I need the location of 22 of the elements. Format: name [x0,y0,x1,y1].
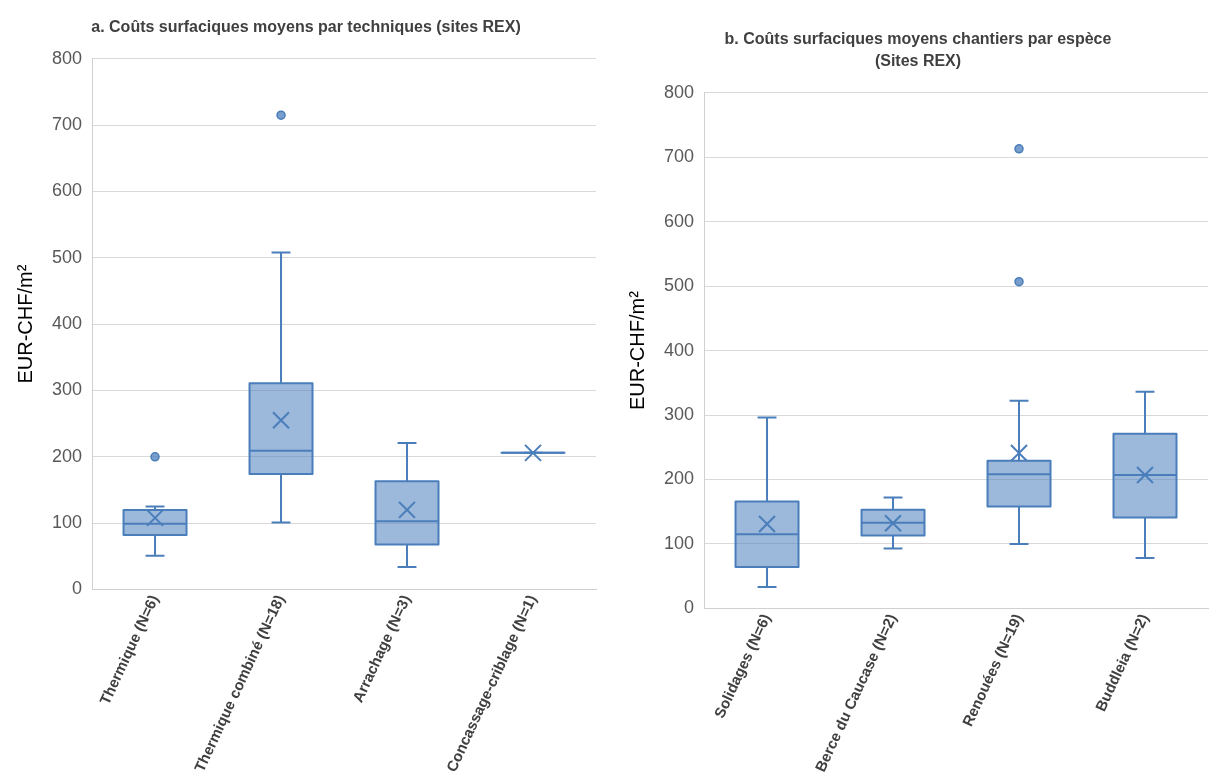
y-tick-label: 500 [663,275,695,296]
y-tick-label: 400 [51,313,83,334]
y-tick-label: 800 [51,47,83,68]
y-tick-label: 100 [51,512,83,533]
y-tick-label: 700 [51,114,83,135]
y-tick-label: 500 [51,246,83,267]
y-tick-label: 400 [663,339,695,360]
chart-title: a. Coûts surfaciques moyens par techniques (sites REX) [90,17,522,37]
y-tick-label: 800 [663,81,695,102]
y-tick-label: 300 [663,404,695,424]
y-axis-title: EUR-CHF/m² [625,290,648,411]
y-tick-label: 300 [51,379,83,400]
y-tick-label: 700 [663,146,695,167]
y-axis-title: EUR-CHF/m² [13,264,36,384]
y-tick-label: 600 [51,180,83,201]
y-tick-label: 200 [663,468,695,489]
chart-title: b. Coûts surfaciques moyens chantiers par espèce (Sites REX) [723,29,1113,71]
y-tick-label: 0 [72,578,83,599]
y-tick-label: 100 [663,532,695,553]
y-tick-label: 0 [684,597,695,618]
y-tick-label: 200 [51,445,83,466]
y-tick-label: 600 [663,210,695,231]
